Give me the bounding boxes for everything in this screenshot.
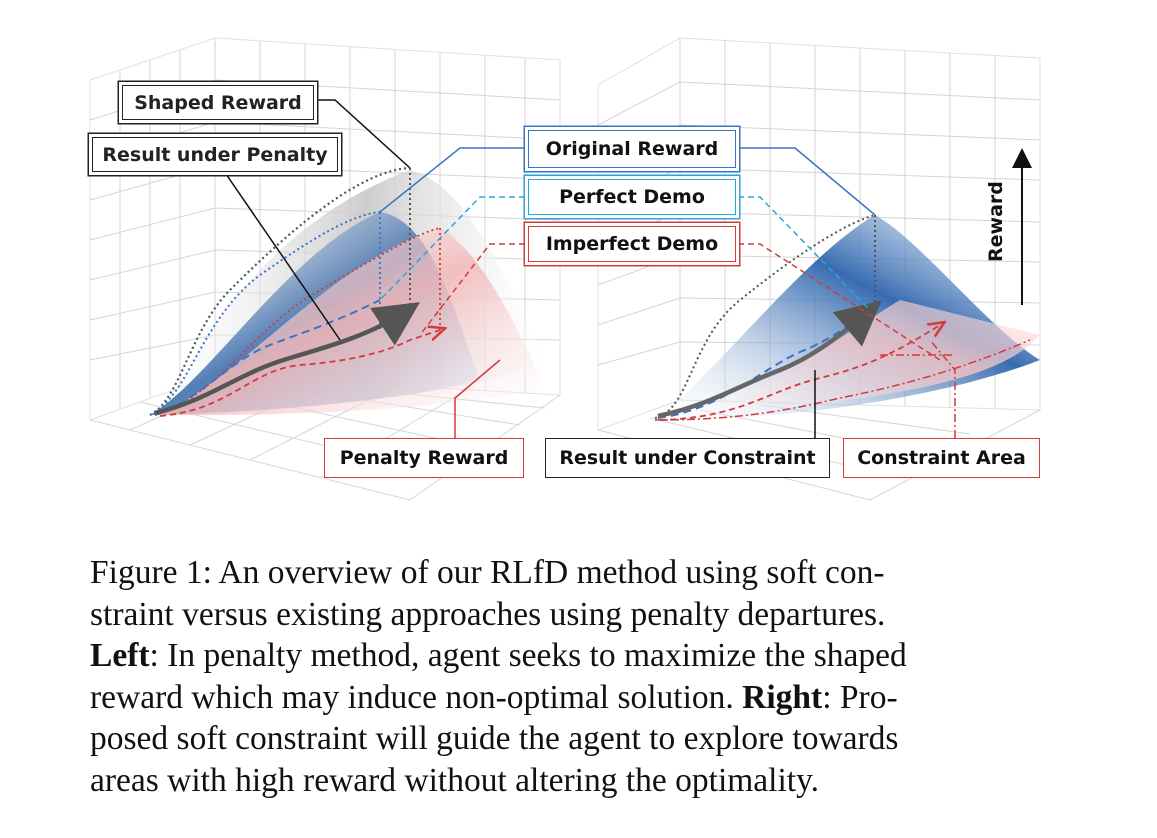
caption-line-6: areas with high reward without altering … [90, 761, 820, 799]
left-surfaces [150, 170, 545, 416]
caption-line-4-rest: : Pro- [822, 678, 898, 716]
figure-drawing [89, 37, 1041, 501]
caption-right-bold: Right [742, 678, 823, 716]
caption-left-bold: Left [90, 637, 150, 674]
imperfect-demo-dashed-curve [159, 330, 440, 417]
caption-line-3-rest: : In penalty method, agent seeks to maxi… [149, 637, 907, 674]
original-reward-label: Original Reward [528, 130, 736, 168]
overview-figure: Shaped Reward Result under Penalty Origi… [89, 37, 1041, 501]
caption-line-2: straint versus existing approaches using… [90, 595, 886, 633]
caption-line-1: Figure 1: An overview of our RLfD method… [90, 554, 885, 591]
original-reward-dotted-curve [149, 211, 381, 416]
imperfect-demo-dashed-curve-right [659, 325, 940, 421]
perfect-demo-label: Perfect Demo [528, 179, 736, 215]
result-under-constraint-label: Result under Constraint [545, 438, 830, 478]
shaped-reward-label: Shaped Reward [122, 85, 314, 120]
right-curves [654, 214, 1031, 421]
penalty-reward-label: Penalty Reward [324, 438, 524, 478]
figure-caption: Figure 1: An overview of our RLfD method… [90, 552, 1050, 801]
constraint-boundary-curve [654, 339, 1031, 421]
result-under-constraint-arrow [657, 300, 882, 419]
caption-line-4-pre: reward which may induce non-optimal solu… [90, 678, 743, 716]
imperfect-demo-label: Imperfect Demo [528, 226, 736, 262]
constraint-area-label: Constraint Area [843, 438, 1040, 478]
left-curves [149, 166, 441, 417]
reward-axis-label: Reward [985, 181, 1007, 262]
imperfect-demo-dotted-curve [154, 227, 441, 416]
caption-line-3: Left: In penalty method, agent seeks to … [90, 635, 1050, 677]
perfect-demo-dashed-curve [154, 299, 381, 416]
result-under-penalty-label: Result under Penalty [92, 137, 338, 172]
result-under-penalty-arrow [154, 302, 421, 416]
connector-lines [214, 99, 956, 438]
caption-line-4: reward which may induce non-optimal solu… [90, 677, 1050, 719]
caption-line-5: posed soft constraint will guide the age… [90, 720, 899, 757]
